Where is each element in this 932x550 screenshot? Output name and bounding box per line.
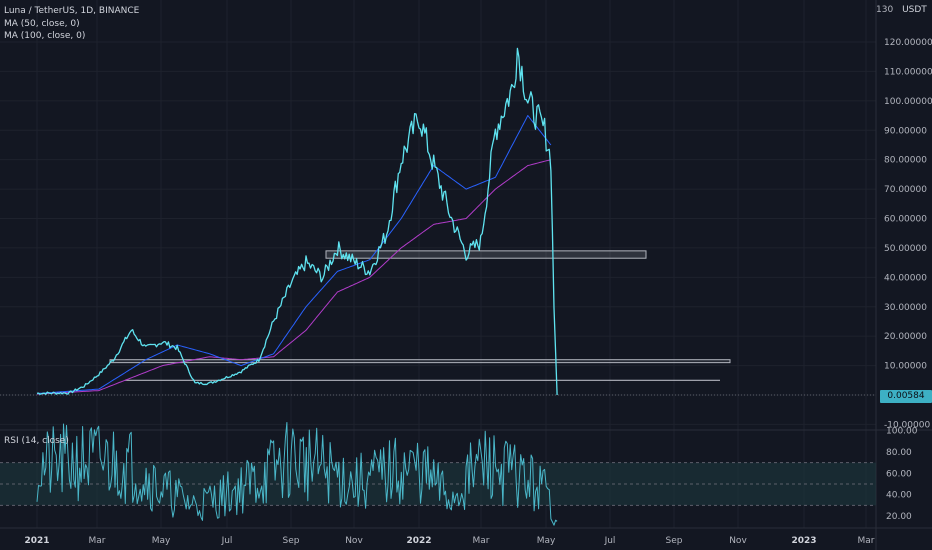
price-tick-label: 70.00000 xyxy=(884,185,927,195)
rsi-tick-label: 40.00 xyxy=(886,491,912,501)
time-tick-label: Jul xyxy=(604,536,616,546)
currency-badge: USDT xyxy=(902,5,927,15)
time-tick-label: 2023 xyxy=(791,536,816,546)
rsi-tick-label: 60.00 xyxy=(886,469,912,479)
zone-upper xyxy=(325,250,647,259)
price-tick-label: 50.00000 xyxy=(884,244,927,254)
price-path xyxy=(36,47,558,396)
ma50-path xyxy=(36,115,552,394)
price-tick-label: 30.00000 xyxy=(884,303,927,313)
support-zones xyxy=(0,250,876,396)
ma50-line xyxy=(36,115,552,394)
time-axis[interactable]: 2021 Mar May Jul Sep Nov 2022 Mar May Jul Sep Nov 20… xyxy=(24,536,874,546)
chart-title: Luna / TetherUS, 1D, BINANCE xyxy=(4,6,140,16)
rsi-tick-label: 80.00 xyxy=(886,448,912,458)
price-tick-label: 90.00000 xyxy=(884,126,927,136)
rsi-legend: RSI (14, close) xyxy=(4,436,69,446)
currency-label: 130 USDT xyxy=(876,4,932,17)
ma50-legend: MA (50, close, 0) xyxy=(4,19,80,29)
time-tick-label: Mar xyxy=(473,536,490,546)
time-tick-label: Sep xyxy=(283,536,300,546)
last-price-badge: 0.00584 xyxy=(880,390,932,403)
price-tick-label: 100.00000 xyxy=(884,97,932,107)
rsi-pane xyxy=(0,422,876,526)
ma100-legend: MA (100, close, 0) xyxy=(4,31,86,41)
rsi-tick-label: 20.00 xyxy=(886,512,912,522)
time-tick-label: May xyxy=(152,536,171,546)
rsi-path xyxy=(36,422,558,526)
time-tick-label: 2021 xyxy=(24,536,49,546)
price-tick-label: 120.00000 xyxy=(884,38,932,48)
ma100-path xyxy=(36,159,552,395)
time-tick-label: Mar xyxy=(89,536,106,546)
time-tick-label: Sep xyxy=(666,536,683,546)
time-tick-label: May xyxy=(537,536,556,546)
price-tick-label: -10.00000 xyxy=(884,420,930,430)
rsi-tick-label: 100.00 xyxy=(886,427,918,437)
price-tick-label: 110.00000 xyxy=(884,67,932,77)
price-tick-label: 10.00000 xyxy=(884,362,927,372)
price-tick-label: 80.00000 xyxy=(884,156,927,166)
price-axis[interactable]: 120.00000 110.00000 100.00000 90.00000 80.00… xyxy=(884,38,932,522)
ma100-line xyxy=(36,159,552,395)
time-tick-label: Jul xyxy=(221,536,233,546)
time-tick-label: 2022 xyxy=(406,536,431,546)
price-axis-top-partial: 130 xyxy=(876,5,894,15)
time-tick-label: Nov xyxy=(345,536,363,546)
price-line xyxy=(36,47,558,396)
zone-middle xyxy=(109,359,731,364)
price-tick-label: 60.00000 xyxy=(884,215,927,225)
time-tick-label: Mar xyxy=(858,536,875,546)
price-tick-label: 40.00000 xyxy=(884,273,927,283)
price-tick-label: 20.00000 xyxy=(884,332,927,342)
time-tick-label: Nov xyxy=(729,536,747,546)
